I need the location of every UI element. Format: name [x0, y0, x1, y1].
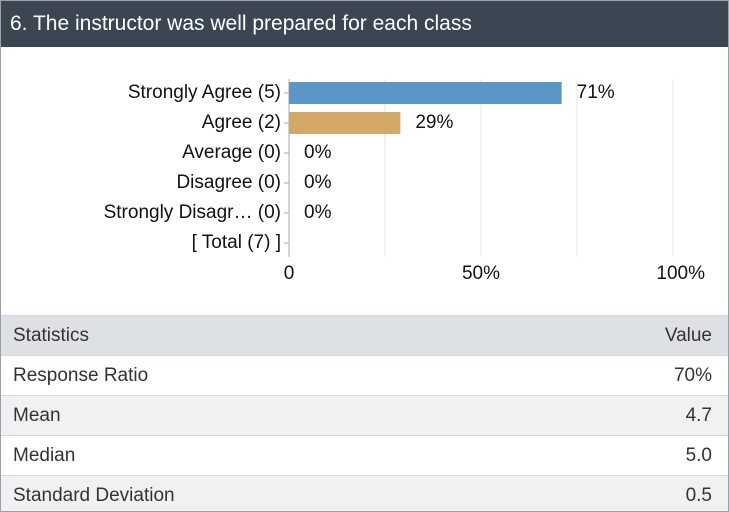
chart: 0 50% 100% Strongly Agree (5) 71% Agree (2) 29… [104, 79, 705, 284]
category-label: Average (0) [182, 142, 281, 163]
value-label: 0% [304, 202, 332, 223]
category-label: Strongly Agree (5) [128, 82, 281, 103]
x-tick-label: 0 [284, 263, 295, 284]
cell-label: Mean [13, 405, 61, 426]
cell-value: 70% [673, 365, 712, 386]
category-label: Agree (2) [202, 112, 281, 133]
category-label: Strongly Disagr… (0) [104, 202, 281, 223]
bar [289, 112, 401, 134]
cell-value: 5.0 [685, 445, 712, 466]
cell-value: Value [664, 325, 712, 346]
table-row: Mean 4.7 [1, 395, 728, 435]
cell-label: Median [13, 445, 76, 466]
question-title: 6. The instructor was well prepared for … [1, 1, 728, 47]
x-tick-label: 100% [656, 263, 705, 284]
cell-label: Response Ratio [13, 365, 149, 386]
table-row: Standard Deviation 0.5 [1, 475, 728, 511]
bar [289, 82, 562, 104]
table-header: Statistics Value [1, 315, 728, 355]
category-label: Disagree (0) [176, 172, 281, 193]
category-label: [ Total (7) ] [192, 232, 281, 253]
cell-label: Standard Deviation [13, 485, 175, 506]
table-row: Median 5.0 [1, 435, 728, 475]
cell-value: 4.7 [685, 405, 712, 426]
cell-label: Statistics [13, 325, 90, 346]
value-label: 71% [577, 82, 615, 103]
value-label: 0% [304, 172, 332, 193]
cell-value: 0.5 [685, 485, 712, 506]
value-label: 29% [415, 112, 453, 133]
value-label: 0% [304, 142, 332, 163]
table-row: Response Ratio 70% [1, 355, 728, 395]
x-tick-label: 50% [462, 263, 500, 284]
